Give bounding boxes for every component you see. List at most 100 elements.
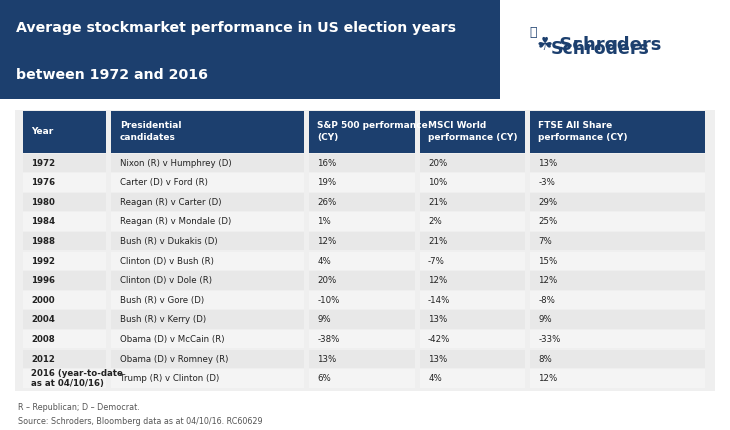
- Bar: [309, 111, 415, 154]
- Text: -8%: -8%: [538, 296, 555, 305]
- Text: 13%: 13%: [538, 159, 557, 168]
- Bar: [530, 369, 705, 387]
- Text: MSCI World
performance (CY): MSCI World performance (CY): [428, 121, 518, 141]
- Bar: [23, 252, 107, 270]
- Bar: [420, 111, 525, 154]
- Bar: [111, 252, 304, 270]
- Text: 🔱: 🔱: [529, 26, 537, 39]
- Text: 4%: 4%: [428, 374, 442, 383]
- Bar: [309, 212, 415, 231]
- Bar: [420, 232, 525, 250]
- Bar: [530, 154, 705, 172]
- Bar: [111, 369, 304, 387]
- Text: 2008: 2008: [31, 335, 55, 344]
- Bar: [530, 212, 705, 231]
- Text: 12%: 12%: [318, 237, 337, 246]
- Text: 13%: 13%: [318, 355, 337, 364]
- Bar: [23, 369, 107, 387]
- Bar: [23, 212, 107, 231]
- Bar: [23, 154, 107, 172]
- Bar: [23, 232, 107, 250]
- Text: -14%: -14%: [428, 296, 450, 305]
- Bar: [420, 310, 525, 329]
- Bar: [530, 350, 705, 368]
- Bar: [309, 330, 415, 348]
- Bar: [530, 291, 705, 309]
- Text: Bush (R) v Dukakis (D): Bush (R) v Dukakis (D): [120, 237, 218, 246]
- Text: 8%: 8%: [538, 355, 552, 364]
- Text: 9%: 9%: [538, 315, 552, 324]
- Text: FTSE All Share
performance (CY): FTSE All Share performance (CY): [538, 121, 628, 141]
- Text: Source: Schroders, Bloomberg data as at 04/10/16. RC60629: Source: Schroders, Bloomberg data as at …: [18, 417, 263, 426]
- Text: 1988: 1988: [31, 237, 55, 246]
- Text: 9%: 9%: [318, 315, 331, 324]
- Bar: [530, 310, 705, 329]
- Text: between 1972 and 2016: between 1972 and 2016: [16, 68, 208, 82]
- Bar: [23, 173, 107, 192]
- Text: 12%: 12%: [538, 374, 557, 383]
- Bar: [309, 252, 415, 270]
- Bar: [15, 110, 715, 391]
- Bar: [111, 350, 304, 368]
- Bar: [420, 369, 525, 387]
- Bar: [111, 291, 304, 309]
- Bar: [530, 271, 705, 290]
- Bar: [309, 271, 415, 290]
- Bar: [309, 193, 415, 211]
- Text: Reagan (R) v Mondale (D): Reagan (R) v Mondale (D): [120, 218, 231, 227]
- Bar: [111, 212, 304, 231]
- Text: Presidential
candidates: Presidential candidates: [120, 121, 181, 141]
- Bar: [309, 350, 415, 368]
- Text: -7%: -7%: [428, 257, 445, 266]
- Bar: [530, 173, 705, 192]
- Text: ☘ Schroders: ☘ Schroders: [537, 36, 661, 54]
- Text: Year: Year: [31, 127, 54, 136]
- Bar: [420, 212, 525, 231]
- Bar: [420, 350, 525, 368]
- Text: Clinton (D) v Dole (R): Clinton (D) v Dole (R): [120, 276, 212, 285]
- Text: 6%: 6%: [318, 374, 331, 383]
- Bar: [23, 330, 107, 348]
- Bar: [111, 173, 304, 192]
- Text: Reagan (R) v Carter (D): Reagan (R) v Carter (D): [120, 198, 221, 207]
- Text: 29%: 29%: [538, 198, 557, 207]
- Bar: [530, 330, 705, 348]
- Bar: [309, 173, 415, 192]
- Bar: [309, 310, 415, 329]
- Bar: [0, 0, 500, 99]
- Bar: [23, 193, 107, 211]
- Text: 1%: 1%: [318, 218, 331, 227]
- Bar: [309, 291, 415, 309]
- Text: 2000: 2000: [31, 296, 55, 305]
- Bar: [420, 154, 525, 172]
- Bar: [500, 0, 730, 99]
- Bar: [23, 291, 107, 309]
- Text: S&P 500 performance
(CY): S&P 500 performance (CY): [318, 121, 428, 141]
- Text: 26%: 26%: [318, 198, 337, 207]
- Text: 16%: 16%: [318, 159, 337, 168]
- Bar: [23, 271, 107, 290]
- Text: Trump (R) v Clinton (D): Trump (R) v Clinton (D): [120, 374, 219, 383]
- Text: -10%: -10%: [318, 296, 339, 305]
- Text: -42%: -42%: [428, 335, 450, 344]
- Bar: [111, 330, 304, 348]
- Text: -3%: -3%: [538, 178, 555, 187]
- Text: Carter (D) v Ford (R): Carter (D) v Ford (R): [120, 178, 207, 187]
- Text: -33%: -33%: [538, 335, 561, 344]
- Bar: [530, 111, 705, 154]
- Text: 12%: 12%: [428, 276, 447, 285]
- Bar: [420, 271, 525, 290]
- Bar: [420, 330, 525, 348]
- Text: 4%: 4%: [318, 257, 331, 266]
- Bar: [420, 193, 525, 211]
- Bar: [23, 350, 107, 368]
- Bar: [420, 252, 525, 270]
- Text: Bush (R) v Kerry (D): Bush (R) v Kerry (D): [120, 315, 206, 324]
- Bar: [111, 111, 304, 154]
- Bar: [111, 310, 304, 329]
- Text: 1992: 1992: [31, 257, 55, 266]
- Text: 2004: 2004: [31, 315, 55, 324]
- Text: 2016 (year-to-date
as at 04/10/16): 2016 (year-to-date as at 04/10/16): [31, 369, 123, 388]
- Bar: [530, 252, 705, 270]
- Text: R – Republican; D – Democrat.: R – Republican; D – Democrat.: [18, 403, 140, 412]
